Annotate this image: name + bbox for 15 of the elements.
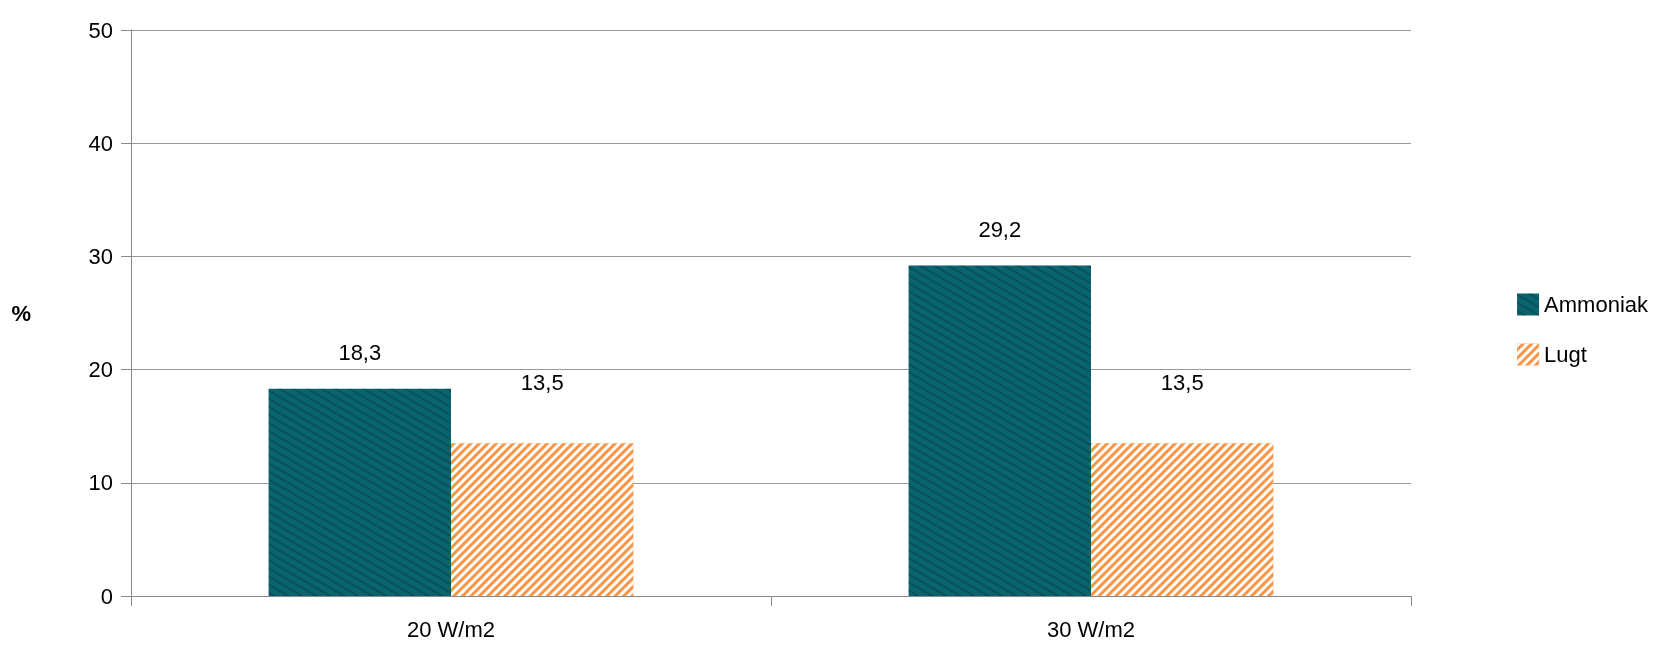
- y-tick-label: 0: [100, 583, 113, 609]
- data-label: 13,5: [1160, 369, 1204, 395]
- x-tick-label: 30 W/m2: [1046, 616, 1136, 642]
- y-tick-label: 10: [88, 470, 113, 496]
- y-tick-label: 40: [88, 130, 113, 156]
- y-tick-label: 30: [88, 243, 113, 269]
- y-axis-title: %: [11, 300, 31, 326]
- legend-label: Lugt: [1544, 342, 1587, 367]
- data-label: 29,2: [978, 216, 1022, 242]
- data-label: 13,5: [520, 369, 564, 395]
- y-tick-label: 50: [88, 17, 113, 43]
- y-tick-label: 20: [88, 357, 113, 383]
- legend-label: Ammoniak: [1544, 292, 1649, 317]
- data-label: 18,3: [338, 340, 382, 366]
- x-tick-label: 20 W/m2: [406, 616, 496, 642]
